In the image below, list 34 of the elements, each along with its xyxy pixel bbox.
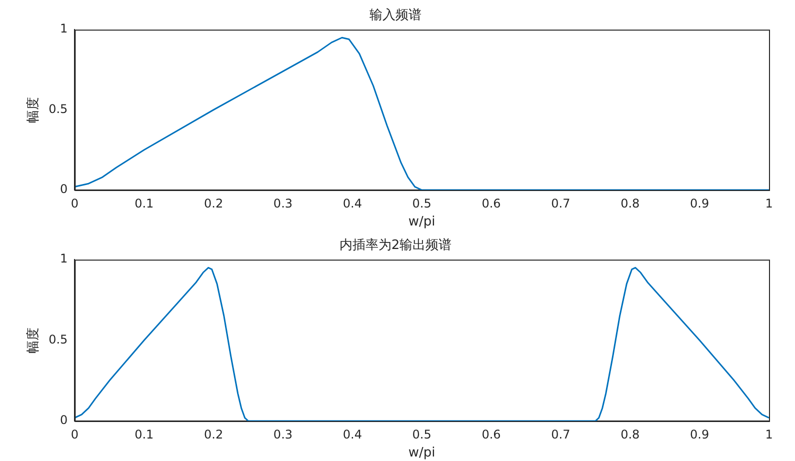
- x-tick-label: 0.6: [482, 196, 501, 210]
- x-tick-label: 1: [765, 196, 773, 210]
- y-axis-title: 幅度: [25, 327, 42, 354]
- y-axis-title: 幅度: [25, 96, 42, 123]
- y-tick-label: 1: [60, 22, 68, 36]
- x-axis-title: w/pi: [408, 214, 436, 230]
- x-tick-label: 0.9: [690, 427, 710, 442]
- chart-title: 内插率为2输出频谱: [339, 237, 452, 254]
- x-tick-label: 0.2: [204, 196, 224, 210]
- x-tick-label: 0.1: [134, 196, 154, 210]
- x-tick-label: 0.5: [412, 196, 432, 210]
- x-axis-title: w/pi: [408, 446, 436, 461]
- x-tick-label: 0: [70, 196, 79, 210]
- y-tick-label: 0.5: [48, 332, 68, 346]
- y-tick-label: 1: [60, 252, 68, 266]
- x-tick-label: 0.4: [342, 427, 362, 442]
- x-tick-label: 0.4: [342, 196, 362, 210]
- x-tick-label: 0.5: [412, 427, 432, 442]
- x-tick-label: 0.7: [551, 196, 570, 210]
- chart-title: 输入频谱: [370, 8, 422, 24]
- y-tick-label: 0: [60, 413, 68, 428]
- x-tick-label: 0.8: [620, 427, 640, 442]
- y-tick-label: 0.5: [48, 102, 68, 116]
- x-tick-label: 0.9: [690, 196, 710, 210]
- x-tick-label: 0.3: [273, 427, 293, 442]
- x-tick-label: 0.7: [551, 427, 570, 442]
- x-tick-label: 0.6: [482, 427, 501, 442]
- x-tick-label: 0: [70, 427, 79, 442]
- x-tick-label: 0.8: [620, 196, 640, 210]
- x-tick-label: 0.1: [134, 427, 154, 442]
- y-tick-label: 0: [60, 182, 68, 196]
- x-tick-label: 0.2: [204, 427, 224, 442]
- x-tick-label: 1: [765, 427, 773, 442]
- x-tick-label: 0.3: [273, 196, 293, 210]
